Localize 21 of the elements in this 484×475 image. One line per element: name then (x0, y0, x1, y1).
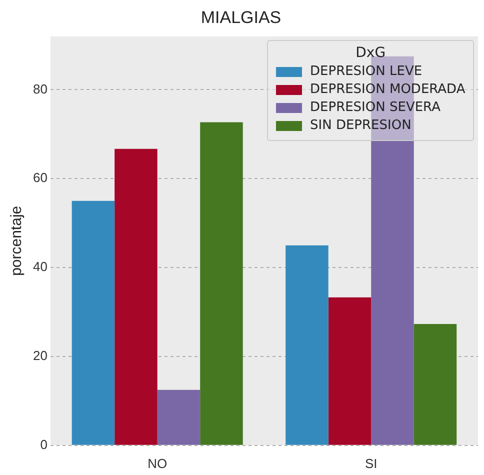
bar (157, 390, 200, 445)
legend-label: DEPRESION MODERADA (310, 82, 466, 98)
bar (72, 200, 115, 445)
legend-title: DxG (354, 45, 387, 62)
legend-label: SIN DEPRESION (310, 118, 412, 134)
y-tick-label: 0 (40, 436, 48, 452)
bar (200, 122, 243, 445)
bar (114, 148, 158, 445)
x-tick-label: NO (148, 456, 168, 471)
y-tick-label: 20 (32, 348, 48, 364)
bar (414, 324, 457, 445)
x-tick-label: SI (364, 456, 378, 471)
y-tick-label: 60 (32, 170, 48, 186)
y-tick-label: 80 (32, 81, 48, 96)
bar (328, 297, 372, 445)
y-axis-title: porcentaje (8, 206, 26, 276)
chart-title: MIALGIAS (200, 8, 282, 27)
legend-label: DEPRESION SEVERA (310, 100, 440, 116)
y-tick-label: 40 (32, 259, 48, 274)
bar (286, 245, 328, 445)
legend-label: DEPRESION LEVE (310, 64, 422, 80)
